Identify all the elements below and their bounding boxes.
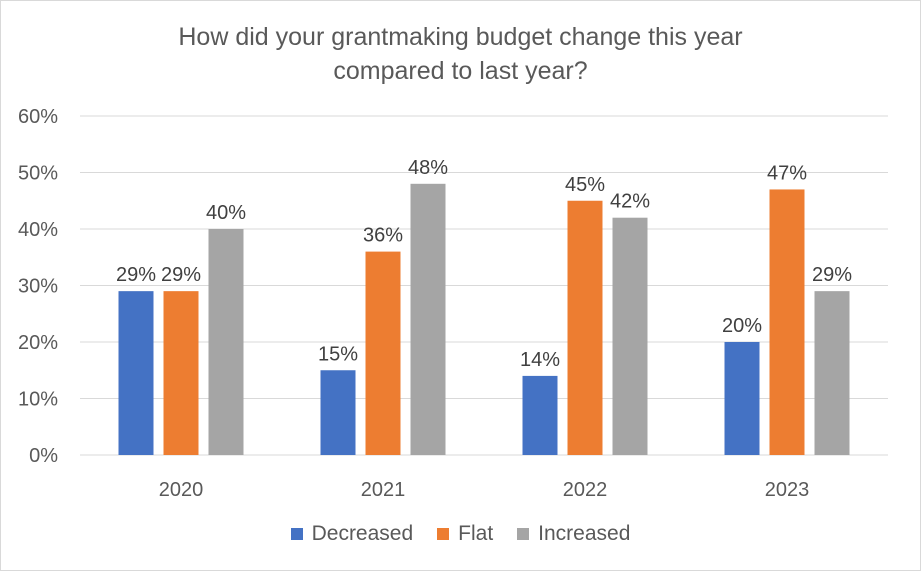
bar-decreased-2022 xyxy=(522,375,558,455)
y-tick-label: 0% xyxy=(29,445,58,467)
legend-label-decreased: Decreased xyxy=(311,522,414,545)
bar-flat-2023 xyxy=(769,189,805,455)
data-label-increased-2023: 29% xyxy=(812,264,852,286)
data-label-flat-2020: 29% xyxy=(161,264,201,286)
x-tick-label: 2020 xyxy=(159,479,204,501)
x-tick-label: 2022 xyxy=(563,479,608,501)
data-label-decreased-2022: 14% xyxy=(520,349,560,371)
legend-label-flat: Flat xyxy=(458,522,494,545)
y-tick-label: 50% xyxy=(18,163,58,185)
y-tick-label: 20% xyxy=(18,332,58,354)
bar-increased-2021 xyxy=(410,183,446,456)
legend-swatch-decreased xyxy=(290,528,303,540)
data-label-increased-2020: 40% xyxy=(206,202,246,224)
chart-title: How did your grantmaking budget change t… xyxy=(0,20,921,88)
chart-title-line-2: compared to last year? xyxy=(333,57,588,85)
legend-swatch-increased xyxy=(517,528,530,540)
bar-decreased-2021 xyxy=(320,370,356,455)
bar-flat-2022 xyxy=(567,200,603,455)
chart-title-line-1: How did your grantmaking budget change t… xyxy=(178,23,743,51)
data-label-flat-2023: 47% xyxy=(767,162,807,184)
bar-flat-2020 xyxy=(163,291,199,455)
legend-swatch-flat xyxy=(437,528,450,540)
data-label-flat-2021: 36% xyxy=(363,225,403,247)
legend-item-flat: Flat xyxy=(437,522,493,546)
bar-increased-2020 xyxy=(208,229,244,455)
y-tick-label: 10% xyxy=(18,389,58,411)
data-label-decreased-2020: 29% xyxy=(116,264,156,286)
x-tick-label: 2023 xyxy=(765,479,810,501)
legend-item-increased: Increased xyxy=(517,522,630,546)
x-tick-label: 2021 xyxy=(361,479,406,501)
bar-flat-2021 xyxy=(365,251,401,455)
bar-decreased-2023 xyxy=(724,342,760,455)
y-tick-label: 60% xyxy=(18,106,58,128)
data-label-decreased-2023: 20% xyxy=(722,315,762,337)
data-label-decreased-2021: 15% xyxy=(318,343,358,365)
chart-legend: Decreased Flat Increased xyxy=(0,522,921,546)
bar-increased-2023 xyxy=(814,291,850,455)
y-tick-label: 30% xyxy=(18,276,58,298)
data-label-increased-2021: 48% xyxy=(408,157,448,179)
legend-item-decreased: Decreased xyxy=(290,522,414,546)
y-tick-label: 40% xyxy=(18,219,58,241)
data-label-increased-2022: 42% xyxy=(610,191,650,213)
bar-increased-2022 xyxy=(612,217,648,455)
bar-decreased-2020 xyxy=(118,291,154,455)
data-label-flat-2022: 45% xyxy=(565,174,605,196)
legend-label-increased: Increased xyxy=(538,522,631,545)
